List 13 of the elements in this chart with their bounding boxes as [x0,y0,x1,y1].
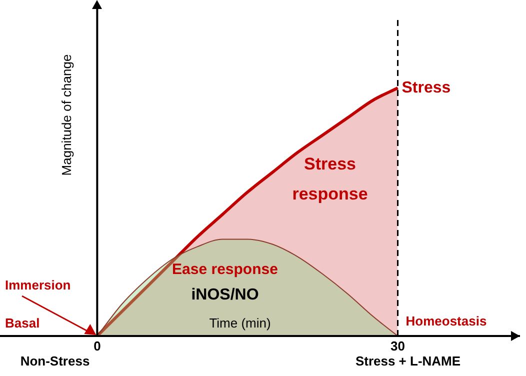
ref-line-label: Homeostasis [406,314,487,329]
x-tick-label: 30 [390,338,405,354]
x-tick-label: 0 [94,338,101,354]
annotation: Basal [5,316,40,331]
annotation: Ease response [172,261,278,278]
x-axis-title: Time (min) [209,316,271,331]
annotation: iNOS/NO [191,286,259,304]
annotation: Immersion [5,278,71,293]
annotation: Stress response [292,154,368,204]
y-axis-title: Magnitude of change [58,54,74,176]
text: Non-Stress [20,354,90,369]
text: Stress + L-NAME [355,354,461,369]
series-label: Stress [402,79,451,96]
